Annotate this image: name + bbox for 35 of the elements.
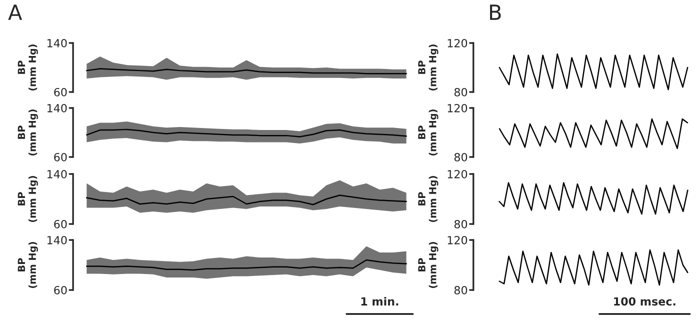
y-tick-label: 60 [54,220,67,228]
y-axis-title: BP (mm Hg) [18,242,38,288]
y-tick-label: 140 [48,38,67,48]
line-series [498,53,688,90]
y-axis-title: BP (mm Hg) [418,242,438,288]
line-series [86,259,407,271]
y-tick-label: 120 [448,38,468,48]
y-axis-title: BP (mm Hg) [418,110,438,156]
y-tick-label: 80 [454,220,468,228]
y-tick-label: 120 [448,236,468,244]
line-series [86,194,407,206]
y-tick-label: 80 [454,88,468,96]
y-axis-title: BP (mm Hg) [418,44,438,90]
y-tick-label: 120 [448,104,468,112]
y-tick-label: 80 [454,286,468,294]
line-series [86,128,407,138]
chart-title: B [490,4,501,20]
y-axis-title: BP (mm Hg) [18,44,38,90]
y-tick-label: 60 [54,286,67,294]
text: 100 msec. [614,297,676,306]
y-tick-label: 140 [48,170,67,178]
y-tick-label: 60 [54,88,67,96]
y-tick-label: 140 [48,236,67,244]
y-tick-label: 60 [54,152,67,162]
y-tick-label: 120 [448,170,468,178]
line-series [498,182,688,215]
y-axis-title: BP (mm Hg) [18,176,38,222]
text: 1 min. [361,297,398,306]
line-series [498,118,688,150]
y-axis-title: BP (mm Hg) [18,110,38,156]
line-series [498,249,688,286]
y-tick-label: 140 [48,104,67,112]
y-tick-label: 80 [454,152,468,162]
y-axis-title: BP (mm Hg) [418,176,438,222]
chart-title: A [8,4,22,20]
